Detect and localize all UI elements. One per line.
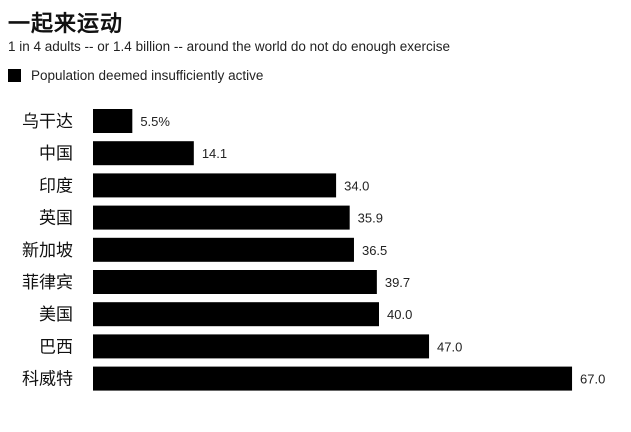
category-label: 英国 xyxy=(39,209,73,229)
category-label: 新加坡 xyxy=(22,241,73,261)
value-label: 5.5% xyxy=(140,114,170,129)
category-label: 美国 xyxy=(39,305,73,325)
bar xyxy=(93,237,354,262)
value-label: 35.9 xyxy=(358,211,383,226)
legend-label: Population deemed insufficiently active xyxy=(31,68,264,83)
bar xyxy=(93,109,133,133)
bar xyxy=(93,205,350,230)
bar xyxy=(93,366,573,391)
value-label: 36.5 xyxy=(362,243,387,258)
bar xyxy=(93,141,194,166)
value-label: 14.1 xyxy=(202,146,227,161)
category-label: 巴西 xyxy=(39,337,73,357)
chart-title: 一起来运动 xyxy=(8,12,124,37)
bar xyxy=(93,173,337,198)
category-label: 科威特 xyxy=(22,370,73,390)
value-label: 47.0 xyxy=(437,339,462,354)
category-label: 印度 xyxy=(39,176,73,196)
category-label: 菲律宾 xyxy=(22,273,73,293)
legend-swatch xyxy=(8,69,21,82)
value-label: 40.0 xyxy=(387,307,412,322)
bar xyxy=(93,334,430,359)
value-label: 39.7 xyxy=(385,275,410,290)
category-label: 乌干达 xyxy=(22,112,73,132)
value-label: 67.0 xyxy=(580,372,605,387)
chart-subtitle: 1 in 4 adults -- or 1.4 billion -- aroun… xyxy=(8,39,451,54)
bar xyxy=(93,302,379,327)
category-label: 中国 xyxy=(39,144,73,164)
legend: Population deemed insufficiently active xyxy=(8,68,263,83)
bar xyxy=(93,270,377,294)
value-label: 34.0 xyxy=(344,178,369,193)
